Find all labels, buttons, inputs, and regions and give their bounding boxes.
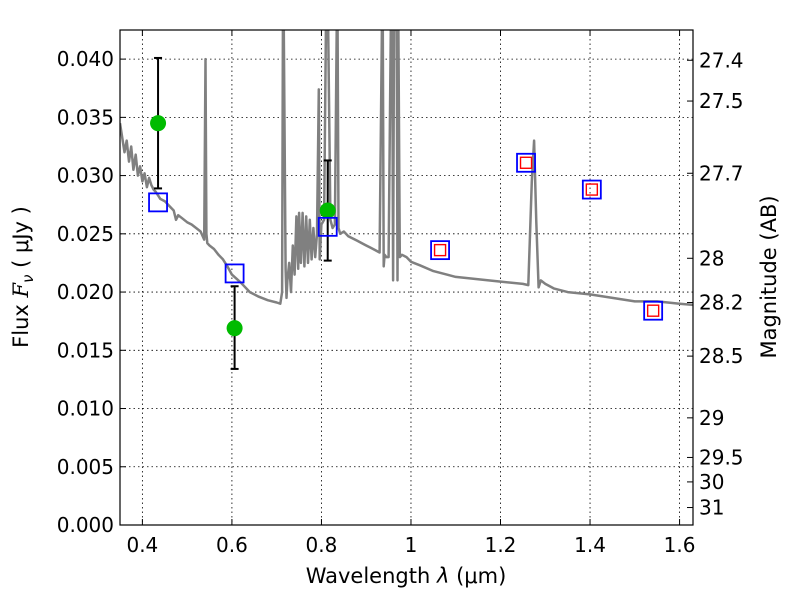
x-axis-label-prefix: Wavelength bbox=[306, 564, 437, 588]
magnitude-axis-label: Magnitude (AB) bbox=[757, 195, 781, 358]
sed-layer bbox=[120, 30, 693, 307]
observed-flux-point bbox=[150, 115, 167, 132]
y-tick-label: 0.005 bbox=[57, 455, 114, 479]
magnitude-tick-label: 28.5 bbox=[699, 344, 744, 368]
magnitude-tick-label: 29 bbox=[699, 406, 724, 430]
model-ir-flux-square bbox=[585, 183, 599, 196]
model-flux-square bbox=[317, 216, 338, 237]
model-flux-square bbox=[643, 300, 664, 321]
model-flux-square bbox=[224, 263, 245, 284]
magnitude-tick-label: 27.7 bbox=[699, 161, 744, 185]
y-tick-label: 0.000 bbox=[57, 513, 114, 537]
x-tick-label: 1.6 bbox=[664, 533, 696, 557]
plot-frame bbox=[119, 29, 694, 526]
y-tick-label: 0.040 bbox=[57, 47, 114, 71]
x-tick-label: 1 bbox=[405, 533, 418, 557]
model-flux-square bbox=[516, 152, 536, 173]
y-tick-label: 0.020 bbox=[57, 280, 114, 304]
y-axis-label-symbol: F bbox=[9, 282, 33, 299]
magnitude-tick-label: 31 bbox=[699, 496, 724, 520]
x-tick-label: 1.2 bbox=[485, 533, 517, 557]
x-tick-label: 0.4 bbox=[126, 533, 158, 557]
y-axis-label-unit: ( μJy ) bbox=[9, 206, 33, 274]
magnitude-tick-label: 30 bbox=[699, 470, 724, 494]
model-flux-square bbox=[430, 240, 450, 261]
marker-layer bbox=[148, 56, 664, 370]
y-tick-label: 0.015 bbox=[57, 338, 114, 362]
x-tick-label: 0.8 bbox=[306, 533, 338, 557]
magnitude-tick-label: 27.5 bbox=[699, 89, 744, 113]
x-tick-label: 1.4 bbox=[574, 533, 606, 557]
magnitude-tick-label: 27.4 bbox=[699, 48, 744, 72]
observed-flux-point bbox=[226, 320, 243, 337]
model-ir-flux-square bbox=[646, 304, 660, 317]
x-axis-label-symbol: λ bbox=[436, 564, 449, 588]
magnitude-tick-label: 28.2 bbox=[699, 291, 744, 315]
model-flux-square bbox=[581, 179, 602, 200]
grid-layer bbox=[120, 30, 693, 525]
y-tick-label: 0.030 bbox=[57, 164, 114, 188]
tick-layer: 0.4 0.6 0.8 1 1.2 1.4 1.6 0.000 0.005 0.010 0.015 0… bbox=[57, 30, 744, 557]
model-ir-flux-square bbox=[433, 243, 447, 257]
observed-flux-point bbox=[319, 202, 336, 219]
y-tick-label: 0.010 bbox=[57, 397, 114, 421]
magnitude-tick-label: 29.5 bbox=[699, 445, 744, 469]
x-axis-label: Wavelength λ (μm) bbox=[306, 564, 507, 588]
x-tick-label: 0.6 bbox=[216, 533, 248, 557]
x-axis-label-unit: (μm) bbox=[449, 564, 506, 588]
y-tick-label: 0.035 bbox=[57, 105, 114, 129]
model-flux-square bbox=[148, 192, 168, 213]
y-tick-label: 0.025 bbox=[57, 222, 114, 246]
sed-model-line bbox=[120, 30, 693, 307]
magnitude-tick-label: 28 bbox=[699, 246, 724, 270]
y-axis-label: Flux Fν ( μJy ) bbox=[9, 206, 37, 348]
y-axis-label-subscript: ν bbox=[19, 275, 37, 283]
model-ir-flux-square bbox=[519, 156, 533, 169]
y-axis-label-prefix: Flux bbox=[9, 298, 33, 348]
